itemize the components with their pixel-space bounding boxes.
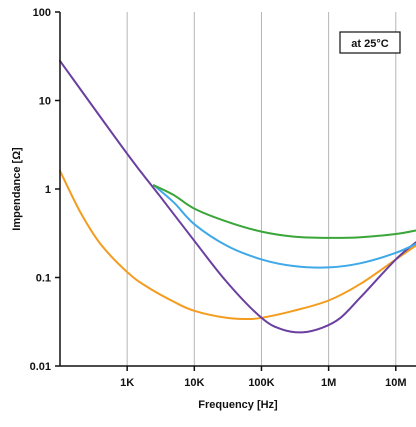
y-axis-title: Impendance [Ω] (11, 147, 23, 231)
grid-lines (126, 12, 397, 366)
series-line-3 (152, 184, 416, 269)
x-tick-label: 10M (385, 377, 406, 389)
plot-frame (55, 11, 416, 371)
y-tick-label: 0.1 (36, 273, 51, 285)
series-lines (59, 59, 416, 334)
y-tick-label: 10 (39, 96, 51, 108)
x-tick-label: 100K (248, 377, 274, 389)
series-line-2 (59, 59, 416, 334)
x-tick-label: 1M (321, 377, 336, 389)
x-axis-title: Frequency [Hz] (198, 399, 278, 411)
series-line-4 (152, 184, 416, 239)
y-tick-label: 0.01 (30, 361, 51, 373)
series-line-1 (59, 169, 416, 321)
x-tick-label: 1K (120, 377, 134, 389)
y-tick-label: 1 (45, 184, 51, 196)
tick-labels: 0.01 0.1 1 10 100 1K 10K 100K 1M 10M (30, 7, 407, 389)
y-tick-label: 100 (33, 7, 51, 19)
annotation-label: at 25°C (351, 38, 388, 50)
x-tick-label: 10K (184, 377, 204, 389)
annotation-box: at 25°C (339, 31, 401, 54)
